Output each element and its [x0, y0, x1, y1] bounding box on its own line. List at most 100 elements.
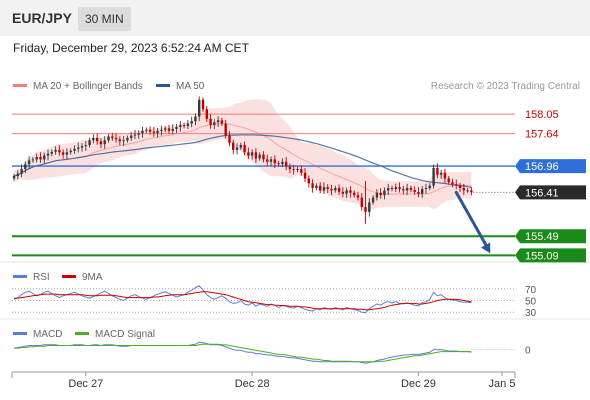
macd-signal-swatch-icon: [75, 331, 89, 335]
candle-body: [205, 109, 208, 119]
candle-body: [269, 159, 273, 162]
legend-rsi-ma-label: 9MA: [82, 272, 103, 283]
candle-body: [436, 168, 439, 175]
candle-body: [61, 152, 65, 155]
candle-body: [228, 135, 231, 143]
level-label-156.96: 156.96: [525, 161, 559, 173]
candle-body: [262, 154, 265, 160]
level-tag: 155.09: [515, 248, 586, 263]
candle-body: [307, 178, 310, 184]
candle-body: [156, 130, 159, 134]
rsi-swatch-icon: [13, 274, 27, 278]
candle-body: [296, 169, 299, 170]
x-tick-label-dec-28: Dec 28: [235, 378, 270, 390]
candle-body: [371, 197, 375, 203]
candle-body: [421, 189, 424, 194]
candle-body: [77, 147, 80, 149]
candle-body: [285, 161, 288, 167]
candle-body: [182, 125, 186, 127]
candle-body: [111, 136, 114, 138]
candle-body: [432, 168, 435, 186]
candle-body: [31, 159, 35, 161]
level-label-155.09: 155.09: [525, 250, 559, 262]
rsi-ref-label-30: 30: [525, 308, 537, 319]
level-label-155.49: 155.49: [525, 231, 559, 243]
candle-body: [16, 173, 19, 177]
timeframe-button[interactable]: 30 MIN: [78, 7, 131, 31]
candle-body: [337, 188, 341, 192]
candle-body: [424, 188, 428, 189]
candle-body: [65, 152, 69, 155]
candle-body: [273, 159, 276, 164]
candle-body: [451, 182, 454, 185]
candle-body: [190, 121, 193, 124]
datetime-label: Friday, December 29, 2023 6:52:24 AM CET: [13, 41, 249, 55]
candle-body: [462, 188, 465, 191]
candle-body: [80, 146, 84, 148]
candle-body: [224, 123, 227, 136]
legend-ma20-bb-label: MA 20 + Bollinger Bands: [33, 81, 143, 92]
candle-body: [443, 172, 447, 179]
rsi-ma-swatch-icon: [62, 274, 76, 278]
candle-body: [319, 185, 322, 191]
rsi-ref-label-50: 50: [525, 297, 537, 308]
candle-body: [96, 137, 99, 142]
candle-body: [368, 202, 371, 212]
x-tick-label-dec-27: Dec 27: [68, 378, 103, 390]
candle-body: [186, 123, 190, 126]
candle-body: [160, 129, 163, 131]
candle-body: [50, 151, 53, 154]
candle-body: [201, 99, 205, 110]
level-label-156.41: 156.41: [525, 187, 559, 199]
candle-body: [349, 190, 352, 193]
candle-body: [247, 152, 250, 156]
x-tick-label-jan-5: Jan 5: [489, 378, 516, 390]
level-tag-bg: [515, 248, 586, 263]
level-tag-bg: [515, 159, 586, 174]
bollinger-swatch-icon: [13, 83, 27, 87]
candle-body: [439, 172, 443, 175]
candle-body: [232, 142, 235, 150]
candle-body: [152, 131, 156, 134]
title-bar: EUR/JPY 30 MIN: [0, 0, 590, 36]
candle-body: [405, 188, 409, 191]
candle-body: [73, 148, 76, 151]
level-label-157.64: 157.64: [525, 129, 559, 141]
candle-body: [428, 185, 431, 189]
candle-body: [133, 134, 137, 136]
candle-body: [250, 152, 254, 156]
candle-body: [375, 192, 379, 198]
level-tag-bg: [515, 229, 586, 244]
series-9ma: [14, 291, 472, 311]
candle-body: [364, 207, 367, 212]
candle-body: [402, 189, 405, 191]
legend-ma50-label: MA 50: [176, 81, 205, 92]
candle-body: [409, 188, 413, 190]
candle-body: [171, 128, 174, 131]
candle-body: [243, 145, 246, 153]
legend-ma50: MA 50: [156, 81, 204, 92]
ma50-swatch-icon: [156, 83, 170, 87]
candle-body: [239, 145, 242, 148]
ma50-line: [13, 134, 472, 188]
candle-body: [360, 197, 363, 208]
legend-rsi-label: RSI: [33, 272, 50, 283]
candle-body: [99, 141, 103, 145]
candle-body: [12, 176, 16, 179]
candle-body: [130, 135, 133, 138]
ma20-line: [13, 123, 472, 195]
candle-body: [46, 153, 50, 156]
candle-body: [383, 190, 386, 196]
candle-body: [458, 185, 462, 189]
candle-body: [288, 166, 292, 169]
candle-body: [455, 184, 458, 186]
candle-body: [417, 191, 420, 194]
legend-rsi-ma: 9MA: [62, 272, 103, 283]
candle-body: [390, 188, 394, 189]
candle-body: [54, 149, 57, 152]
candle-body: [277, 163, 280, 165]
candle-body: [281, 161, 284, 165]
forecast-arrow-head-icon: [480, 242, 491, 254]
legend-ma20-bb: MA 20 + Bollinger Bands: [13, 81, 143, 92]
